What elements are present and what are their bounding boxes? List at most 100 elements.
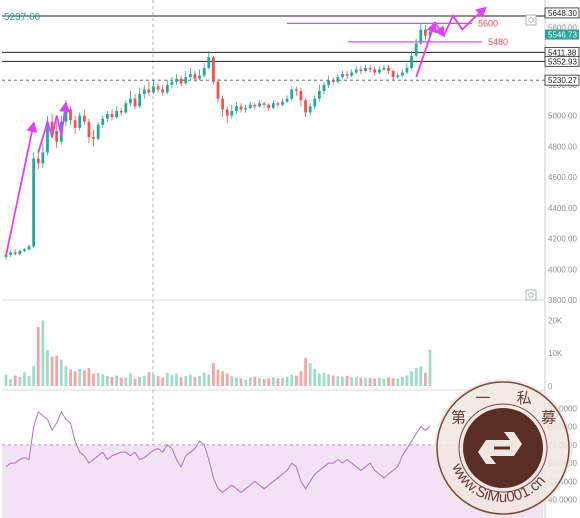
candle-body <box>414 43 418 56</box>
volume-bar <box>184 376 188 386</box>
price-tag-label: 5230.27 <box>548 76 577 85</box>
volume-bar <box>391 378 395 386</box>
candle-body <box>322 84 326 91</box>
candle-body <box>73 120 77 128</box>
volume-bar <box>188 374 192 386</box>
volume-bar <box>267 378 271 386</box>
candle-body <box>331 80 335 82</box>
volume-bar <box>87 367 91 386</box>
volume-bar <box>322 372 326 386</box>
volume-bar <box>271 377 275 386</box>
volume-panel <box>4 320 432 386</box>
volume-bar <box>50 356 54 386</box>
price-tick-label: 5000.00 <box>548 112 577 121</box>
settings-icon[interactable] <box>525 289 537 301</box>
candle-body <box>156 86 160 90</box>
candles <box>4 23 432 261</box>
candle-body <box>119 110 123 113</box>
volume-bar <box>239 378 243 386</box>
candle-body <box>308 106 312 113</box>
volume-bar <box>414 367 418 386</box>
volume-bar <box>32 366 36 386</box>
candle-body <box>391 71 395 78</box>
volume-bar <box>396 378 400 386</box>
price-tag <box>544 74 580 86</box>
volume-bar <box>78 368 82 386</box>
candle-body <box>152 86 155 93</box>
candle-body <box>382 67 386 70</box>
volume-bar <box>313 368 317 386</box>
volume-bar <box>230 376 234 386</box>
volume-bar <box>156 376 160 386</box>
candle-body <box>267 104 271 108</box>
volume-bar <box>198 376 201 386</box>
volume-bar <box>262 379 266 386</box>
candle-body <box>244 107 248 110</box>
candle-body <box>276 103 280 105</box>
rsi-tick-label: 90.0000 <box>548 404 577 413</box>
candle-body <box>9 252 12 255</box>
volume-bar <box>235 377 238 386</box>
candle-body <box>239 106 243 110</box>
volume-bar <box>428 349 432 386</box>
candle-body <box>368 67 372 70</box>
candle-body <box>400 72 404 76</box>
candle-body <box>175 78 178 82</box>
candle-body <box>424 29 427 36</box>
candle-body <box>359 69 363 72</box>
candle-body <box>64 109 68 122</box>
volume-bar <box>377 377 381 386</box>
volume-bar <box>129 373 132 386</box>
volume-bar <box>175 373 178 386</box>
watermark-char: 募 <box>541 409 556 426</box>
volume-bar <box>359 377 363 386</box>
volume-bar <box>110 376 114 386</box>
candle-body <box>27 246 31 250</box>
trend-arrow <box>442 6 487 37</box>
level-lines <box>2 15 545 81</box>
candle-body <box>202 67 206 76</box>
volume-bar <box>202 372 206 386</box>
volume-tick-label: 0 <box>548 382 553 391</box>
candle-body <box>82 115 86 122</box>
volume-bar <box>285 376 289 386</box>
volume-bar <box>216 369 220 386</box>
volume-bar <box>419 366 423 386</box>
candle-body <box>345 74 349 76</box>
volume-bar <box>64 366 68 386</box>
candle-body <box>96 124 100 139</box>
candle-body <box>354 69 358 73</box>
candle-body <box>110 114 114 118</box>
candle-body <box>341 74 344 78</box>
candle-body <box>138 94 142 107</box>
volume-bar <box>46 349 49 386</box>
price-tick-label: 4400.00 <box>548 204 577 213</box>
candle-body <box>87 121 91 138</box>
price-tag-label: 5352.93 <box>548 57 577 66</box>
candle-body <box>18 250 22 254</box>
candle-body <box>410 55 413 68</box>
volume-bar <box>193 376 197 386</box>
volume-bar <box>327 374 330 386</box>
price-tick-label: 4800.00 <box>548 142 577 151</box>
settings-icon[interactable] <box>525 14 537 26</box>
volume-bar <box>133 378 137 386</box>
volume-bar <box>258 378 261 386</box>
volume-bar <box>18 376 22 386</box>
volume-bar <box>73 371 77 386</box>
price-tick-label: 4200.00 <box>548 235 577 244</box>
candle-body <box>248 104 252 108</box>
volume-bar <box>354 376 358 386</box>
volume-bar <box>424 372 427 386</box>
volume-bar <box>290 374 294 386</box>
volume-bar <box>115 375 118 386</box>
candle-body <box>32 158 36 247</box>
candle-body <box>129 98 132 104</box>
candle-body <box>285 98 289 102</box>
candle-body <box>23 249 26 251</box>
trend-arrow <box>433 21 445 38</box>
candle-body <box>92 137 95 139</box>
candle-body <box>184 77 188 84</box>
candle-body <box>133 98 137 107</box>
candle-body <box>258 103 261 107</box>
